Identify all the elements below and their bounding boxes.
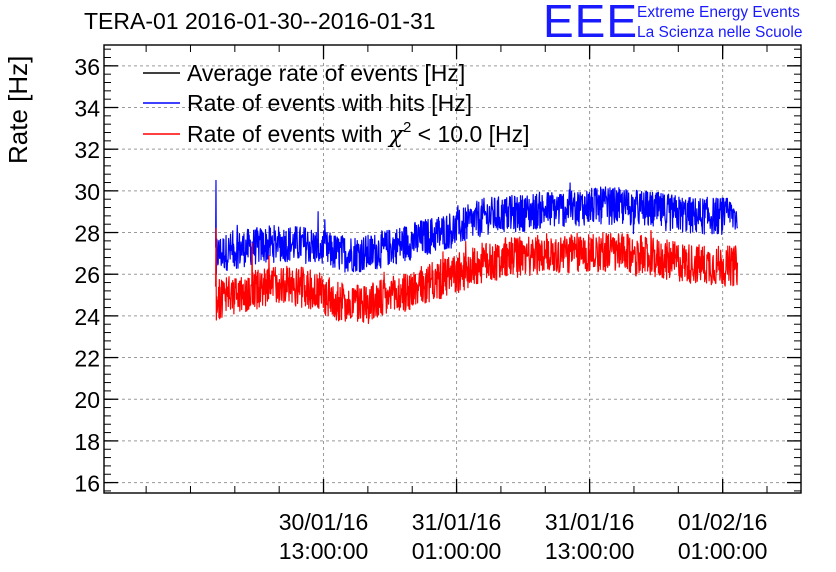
legend-label-average: Average rate of events [Hz] — [187, 60, 465, 86]
x-tick-label-date: 31/01/16 — [412, 509, 502, 535]
y-tick-label: 26 — [74, 262, 100, 288]
y-tick-label: 22 — [74, 346, 100, 372]
y-tick-label: 16 — [74, 471, 100, 497]
y-tick-label: 36 — [74, 54, 100, 80]
y-tick-label: 18 — [74, 429, 100, 455]
x-tick-label-time: 01:00:00 — [412, 538, 502, 564]
y-tick-label: 24 — [74, 304, 100, 330]
chart-title: TERA-01 2016-01-30--2016-01-31 — [84, 8, 436, 34]
series-layer — [215, 179, 739, 325]
series-line-hits — [215, 179, 739, 275]
y-tick-label: 30 — [74, 179, 100, 205]
legend-label-chi2: Rate of events with χ2 < 10.0 [Hz] — [187, 119, 530, 148]
x-tick-label-time: 13:00:00 — [279, 538, 369, 564]
eee-logo-line1: Extreme Energy Events — [637, 4, 800, 21]
series-line-chi2 — [215, 227, 739, 325]
plot-frame — [103, 44, 802, 494]
eee-logo: EEE — [543, 0, 639, 47]
x-tick-label-date: 30/01/16 — [279, 509, 369, 535]
y-tick-label: 34 — [74, 96, 100, 122]
y-tick-label: 20 — [74, 387, 100, 413]
legend: Average rate of events [Hz] Rate of event… — [143, 60, 530, 148]
x-tick-label-time: 13:00:00 — [545, 538, 635, 564]
axis-layer: 16 18 20 22 24 26 28 30 32 34 36 30/01/16 13:00:00 31… — [74, 44, 802, 564]
y-tick-label: 28 — [74, 221, 100, 247]
eee-logo-line2: La Scienza nelle Scuole — [637, 24, 803, 41]
legend-label-hits: Rate of events with hits [Hz] — [187, 90, 472, 116]
x-tick-label-date: 01/02/16 — [678, 509, 768, 535]
y-tick-label: 32 — [74, 137, 100, 163]
x-tick-label-date: 31/01/16 — [545, 509, 635, 535]
x-tick-label-time: 01:00:00 — [678, 538, 768, 564]
